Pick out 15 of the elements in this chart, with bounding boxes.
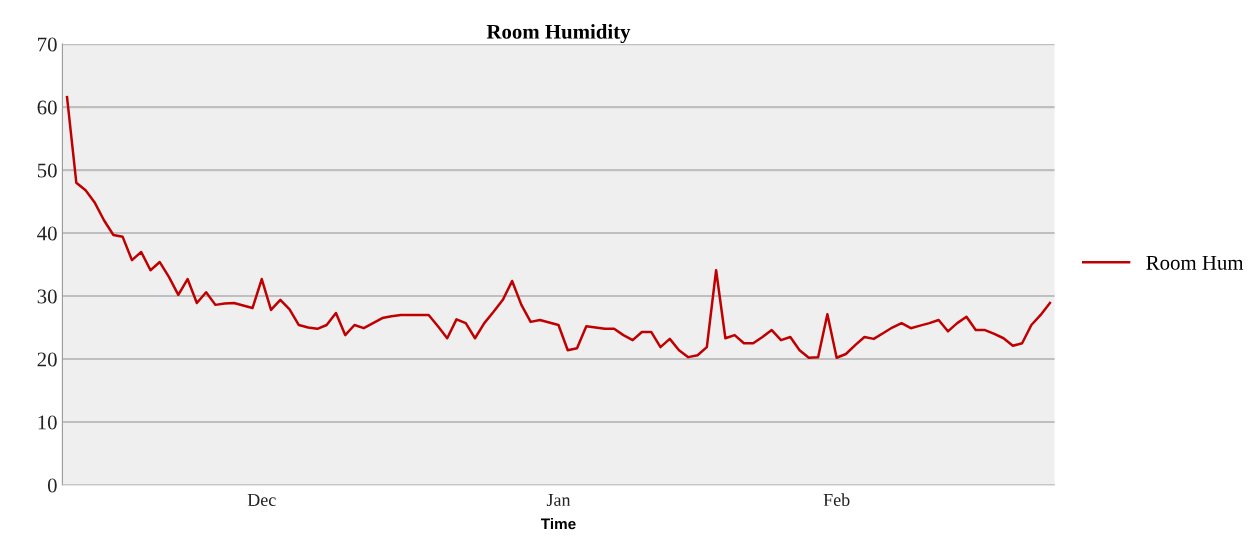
x-tick-label: Jan	[546, 494, 571, 507]
y-tick-label: 10	[38, 415, 57, 430]
x-axis-title: Time	[540, 518, 576, 530]
y-tick-label: 0	[47, 478, 57, 493]
y-tick-label: 70	[38, 37, 57, 52]
chart-title: Room Humidity	[486, 24, 631, 44]
legend-label: Room Hum	[1146, 255, 1244, 270]
x-tick-label: Dec	[247, 494, 276, 507]
y-tick-label: 20	[37, 352, 57, 367]
x-tick-label: Feb	[823, 493, 850, 507]
y-tick-label: 60	[37, 100, 57, 115]
line-series	[65, 95, 1052, 360]
y-tick-label: 50	[37, 163, 57, 178]
y-tick-label: 30	[37, 289, 57, 304]
y-tick-label: 40	[37, 226, 57, 241]
